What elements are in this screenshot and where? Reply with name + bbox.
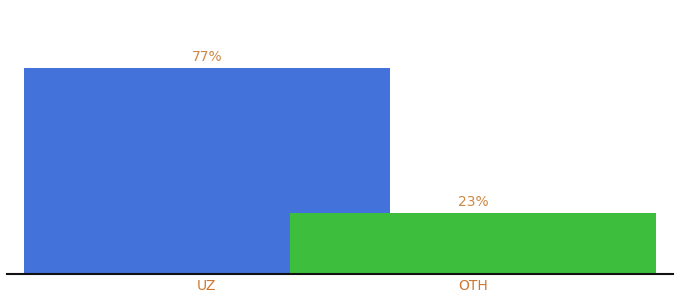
Bar (24, 68, 390, 274)
Text: 77%: 77% (192, 50, 222, 64)
Bar (290, 213, 656, 274)
Text: 23%: 23% (458, 195, 488, 209)
